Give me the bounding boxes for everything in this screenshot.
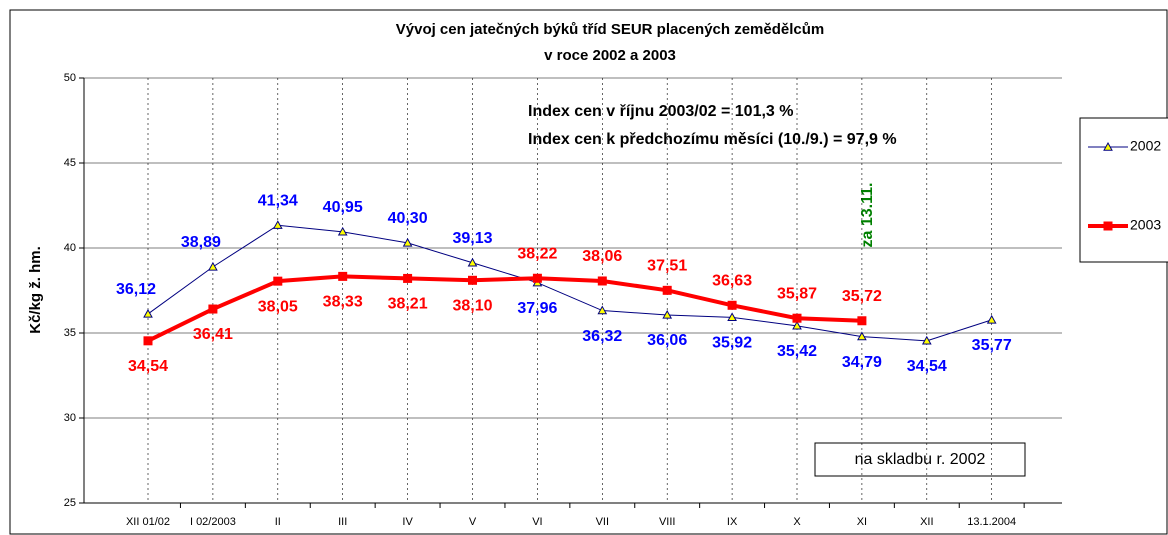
x-tick-label: I 02/2003	[190, 516, 236, 528]
data-label: 34,79	[842, 354, 882, 371]
data-label: 36,32	[582, 328, 622, 345]
legend-marker	[1103, 221, 1113, 231]
data-label: 36,12	[116, 281, 156, 298]
x-tick-label: 13.1.2004	[967, 516, 1016, 528]
point	[792, 320, 802, 330]
point	[337, 226, 348, 236]
point	[532, 273, 542, 283]
x-tick-label: III	[338, 516, 347, 528]
point	[208, 304, 218, 314]
legend-label: 2002	[1130, 138, 1161, 154]
x-tick-label: IX	[727, 516, 738, 528]
data-label: 38,10	[452, 298, 492, 315]
point	[727, 312, 737, 322]
point	[467, 257, 478, 267]
point	[857, 316, 867, 326]
data-label: 38,22	[517, 245, 557, 262]
data-label: 40,30	[388, 210, 428, 227]
data-label: 40,95	[323, 199, 363, 216]
data-label: 37,51	[647, 258, 687, 275]
annotation: Index cen k předchozímu měsíci (10./9.) …	[528, 131, 897, 148]
point	[597, 276, 607, 286]
point	[143, 336, 153, 346]
point	[273, 276, 283, 286]
y-tick-label: 40	[64, 242, 76, 254]
point	[792, 313, 802, 323]
chart-title: Vývoj cen jatečných býků tříd SEUR place…	[396, 21, 825, 38]
data-label: 35,42	[777, 343, 817, 360]
point	[857, 331, 867, 341]
y-tick-label: 30	[64, 412, 76, 424]
x-tick-label: II	[275, 516, 281, 528]
data-label: 38,89	[181, 234, 221, 251]
data-label: 39,13	[452, 230, 492, 247]
x-tick-label: V	[469, 516, 477, 528]
y-axis-label: Kč/kg ž. hm.	[27, 246, 44, 334]
annotation: Index cen v říjnu 2003/02 = 101,3 %	[528, 103, 793, 120]
point	[727, 300, 737, 310]
x-tick-label: IV	[402, 516, 413, 528]
point	[143, 308, 153, 318]
annotation: za 13.11.	[859, 183, 876, 248]
point	[338, 271, 348, 281]
data-label: 37,96	[517, 300, 557, 317]
data-label: 38,06	[582, 248, 622, 265]
series-line	[147, 274, 862, 343]
data-label: 34,54	[907, 358, 947, 375]
x-tick-label: VIII	[659, 516, 676, 528]
point	[402, 237, 413, 247]
point	[272, 220, 283, 229]
x-tick-label: X	[793, 516, 801, 528]
legend	[1079, 117, 1168, 263]
data-label: 34,54	[128, 358, 168, 375]
y-tick-label: 50	[64, 72, 76, 84]
data-label: 38,21	[388, 296, 428, 313]
data-label: 35,92	[712, 335, 752, 352]
data-label: 36,63	[712, 273, 752, 290]
series-line	[147, 224, 992, 342]
point	[468, 275, 477, 285]
annotation-box	[814, 442, 1026, 477]
point	[662, 309, 673, 319]
legend-label: 2003	[1130, 217, 1161, 233]
y-tick-label: 25	[64, 497, 76, 509]
y-tick-label: 45	[64, 157, 76, 169]
x-tick-label: VI	[532, 516, 542, 528]
x-tick-label: XII 01/02	[126, 516, 170, 528]
point	[921, 335, 932, 345]
x-tick-label: XII	[920, 516, 933, 528]
point	[208, 261, 218, 271]
data-label: 38,33	[323, 294, 363, 311]
x-tick-label: XI	[857, 516, 867, 528]
data-label: 36,41	[193, 326, 233, 343]
legend-marker	[1103, 141, 1113, 151]
data-label: 35,77	[972, 337, 1012, 354]
data-label: 41,34	[258, 192, 298, 209]
point	[662, 285, 672, 295]
point	[403, 273, 413, 283]
point	[986, 314, 997, 324]
x-tick-label: VII	[596, 516, 609, 528]
data-label: 38,05	[258, 298, 298, 315]
data-label: 36,06	[647, 332, 687, 349]
chart-title: v roce 2002 a 2003	[544, 47, 676, 64]
y-tick-label: 35	[64, 327, 76, 339]
data-label: 35,72	[842, 288, 882, 305]
data-label: 35,87	[777, 285, 817, 302]
point	[597, 305, 608, 315]
annotation: na skladbu r. 2002	[855, 451, 986, 468]
